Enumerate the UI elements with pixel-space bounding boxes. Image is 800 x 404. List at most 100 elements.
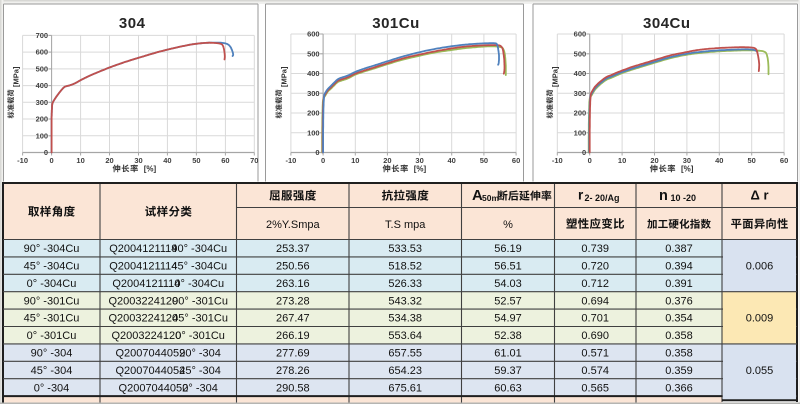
svg-text:%: % — [503, 219, 513, 231]
svg-text:50: 50 — [192, 156, 200, 165]
svg-text:54.03: 54.03 — [494, 278, 522, 290]
svg-text:r: r — [578, 188, 584, 203]
svg-text:10: 10 — [351, 156, 359, 165]
svg-text:263.16: 263.16 — [276, 278, 310, 290]
svg-text:-10: -10 — [17, 156, 28, 165]
svg-text:59.37: 59.37 — [494, 365, 522, 377]
svg-text:250.56: 250.56 — [276, 261, 310, 273]
svg-text:600: 600 — [574, 30, 587, 39]
svg-text:0.391: 0.391 — [665, 278, 693, 290]
svg-text:290.58: 290.58 — [276, 382, 310, 394]
svg-text:Δ r: Δ r — [750, 188, 768, 203]
svg-text:60: 60 — [780, 156, 788, 165]
svg-text:300: 300 — [36, 98, 49, 107]
svg-text:30: 30 — [134, 156, 142, 165]
svg-text:20: 20 — [650, 156, 658, 165]
svg-text:56.51: 56.51 — [494, 261, 522, 273]
svg-text:Q200322412090° -301Cu: Q200322412090° -301Cu — [108, 295, 228, 307]
svg-text:61.01: 61.01 — [494, 348, 522, 360]
svg-text:0.009: 0.009 — [746, 313, 774, 325]
svg-text:0° -304: 0° -304 — [34, 382, 70, 394]
svg-text:400: 400 — [574, 69, 587, 78]
svg-text:301Cu: 301Cu — [372, 15, 420, 32]
svg-text:100: 100 — [307, 128, 320, 137]
svg-text:50: 50 — [480, 156, 488, 165]
svg-text:70: 70 — [250, 156, 258, 165]
svg-text:657.55: 657.55 — [388, 348, 422, 360]
svg-text:0: 0 — [582, 148, 586, 157]
svg-text:0.720: 0.720 — [581, 261, 609, 273]
svg-text:60: 60 — [221, 156, 229, 165]
svg-text:0.394: 0.394 — [665, 261, 693, 273]
svg-text:700: 700 — [36, 31, 49, 40]
svg-text:60.63: 60.63 — [494, 382, 522, 394]
svg-text:[MPa]: [MPa] — [551, 66, 560, 87]
svg-text:0: 0 — [50, 156, 54, 165]
svg-text:0° -304Cu: 0° -304Cu — [27, 278, 77, 290]
svg-text:100: 100 — [574, 128, 587, 137]
svg-text:10: 10 — [76, 156, 84, 165]
svg-text:Q200704405245° -304: Q200704405245° -304 — [115, 365, 220, 377]
svg-text:54.97: 54.97 — [494, 313, 522, 325]
svg-text:0: 0 — [321, 156, 325, 165]
svg-text:Q200412111445° -304Cu: Q200412111445° -304Cu — [109, 261, 227, 273]
svg-text:0: 0 — [44, 148, 48, 157]
svg-text:500: 500 — [307, 49, 320, 58]
svg-text:0.359: 0.359 — [665, 365, 693, 377]
svg-text:50m: 50m — [482, 193, 499, 203]
svg-text:0.565: 0.565 — [581, 382, 609, 394]
svg-text:553.64: 553.64 — [388, 330, 422, 342]
svg-text:20: 20 — [383, 156, 391, 165]
svg-text:304Cu: 304Cu — [643, 15, 691, 32]
svg-text:304: 304 — [119, 15, 146, 32]
svg-text:0° -301Cu: 0° -301Cu — [27, 330, 77, 342]
svg-text:400: 400 — [36, 81, 49, 90]
svg-text:0.739: 0.739 — [581, 243, 609, 255]
svg-text:T.S mpa: T.S mpa — [385, 219, 426, 231]
svg-text:0.571: 0.571 — [581, 348, 609, 360]
svg-text:52.57: 52.57 — [494, 295, 522, 307]
svg-text:0.366: 0.366 — [665, 382, 693, 394]
svg-text:200: 200 — [307, 109, 320, 118]
svg-text:0.701: 0.701 — [581, 313, 609, 325]
svg-text:277.69: 277.69 — [276, 348, 310, 360]
svg-text:2- 20/Ag: 2- 20/Ag — [585, 193, 620, 203]
svg-text:2%Y.Smpa: 2%Y.Smpa — [266, 219, 320, 231]
svg-text:0: 0 — [315, 148, 319, 157]
svg-text:0.712: 0.712 — [581, 278, 609, 290]
svg-text:654.23: 654.23 — [388, 365, 422, 377]
svg-text:200: 200 — [574, 109, 587, 118]
svg-text:[%]: [%] — [681, 165, 694, 174]
svg-text:10: 10 — [618, 156, 626, 165]
svg-text:[%]: [%] — [144, 165, 157, 174]
svg-text:40: 40 — [715, 156, 723, 165]
svg-text:90° -304Cu: 90° -304Cu — [24, 243, 80, 255]
svg-text:100: 100 — [36, 131, 49, 140]
svg-text:[%]: [%] — [414, 165, 427, 174]
svg-text:0.387: 0.387 — [665, 243, 693, 255]
svg-text:0.694: 0.694 — [581, 295, 609, 307]
svg-text:0.574: 0.574 — [581, 365, 609, 377]
svg-text:50: 50 — [748, 156, 756, 165]
svg-text:0.358: 0.358 — [665, 348, 693, 360]
svg-text:0.358: 0.358 — [665, 330, 693, 342]
svg-text:Q20041211140° -304Cu: Q20041211140° -304Cu — [112, 278, 224, 290]
svg-text:-10: -10 — [285, 156, 296, 165]
svg-text:534.38: 534.38 — [388, 313, 422, 325]
svg-text:40: 40 — [448, 156, 456, 165]
svg-text:30: 30 — [683, 156, 691, 165]
svg-text:500: 500 — [574, 49, 587, 58]
svg-text:30: 30 — [415, 156, 423, 165]
svg-text:Q200412111490° -304Cu: Q200412111490° -304Cu — [109, 243, 227, 255]
svg-text:45° -304: 45° -304 — [31, 365, 73, 377]
svg-text:278.26: 278.26 — [276, 365, 310, 377]
svg-text:518.52: 518.52 — [388, 261, 422, 273]
svg-text:0.354: 0.354 — [665, 313, 693, 325]
svg-text:[MPa]: [MPa] — [12, 66, 21, 87]
svg-text:267.47: 267.47 — [276, 313, 310, 325]
svg-text:500: 500 — [36, 65, 49, 74]
svg-text:533.53: 533.53 — [388, 243, 422, 255]
svg-text:A: A — [472, 187, 483, 204]
svg-text:90° -301Cu: 90° -301Cu — [24, 295, 80, 307]
svg-text:675.61: 675.61 — [388, 382, 422, 394]
